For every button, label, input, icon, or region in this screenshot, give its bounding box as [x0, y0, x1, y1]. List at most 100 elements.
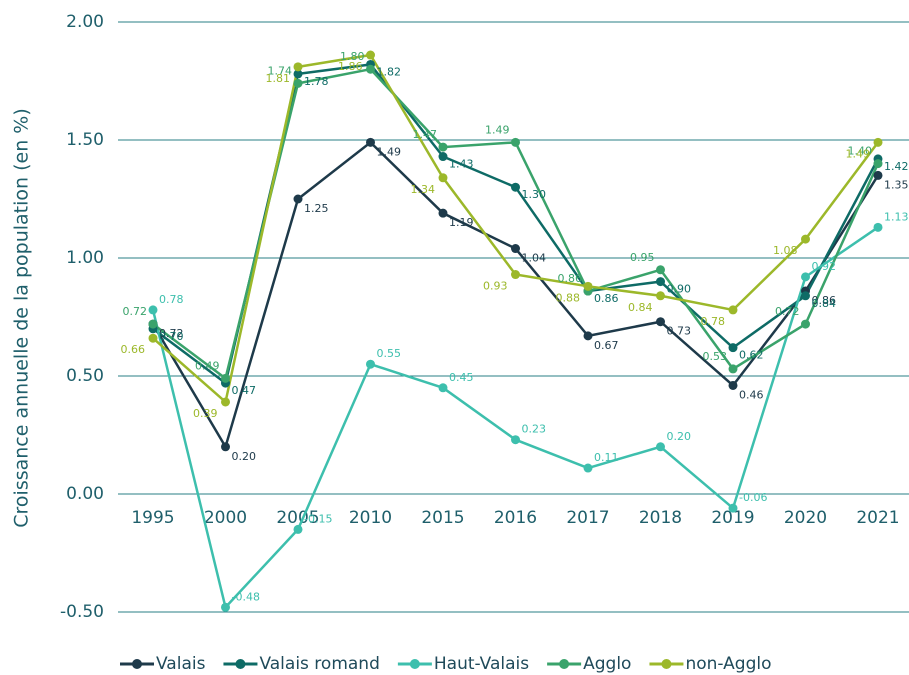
- legend-item: Agglo: [547, 654, 631, 674]
- data-label: 0.20: [667, 430, 692, 443]
- x-tick-label: 2017: [566, 508, 609, 528]
- data-point: [438, 208, 448, 218]
- data-point: [293, 62, 303, 72]
- data-point: [438, 142, 448, 152]
- data-label: 0.62: [739, 349, 764, 362]
- data-label: 1.40: [848, 145, 873, 158]
- y-tick-label: 1.00: [66, 248, 104, 268]
- data-label: 1.08: [773, 244, 798, 257]
- data-label: 0.45: [449, 371, 474, 384]
- series-line: [151, 226, 879, 610]
- data-point: [293, 194, 303, 204]
- x-tick-label: 2015: [421, 508, 464, 528]
- data-point: [293, 69, 303, 79]
- data-point: [728, 380, 738, 390]
- data-label: 0.72: [775, 305, 800, 318]
- data-label: 0.90: [667, 283, 692, 296]
- y-axis-label: Croissance annuelle de la population (en…: [11, 108, 33, 528]
- data-label: 0.73: [667, 325, 692, 338]
- data-label: 0.49: [195, 359, 220, 372]
- data-point: [873, 222, 883, 232]
- data-label: 1.82: [377, 65, 402, 78]
- legend-label: non-Agglo: [685, 654, 771, 674]
- data-label: 1.86: [338, 60, 363, 73]
- data-point: [873, 137, 883, 147]
- data-label: 0.47: [232, 384, 257, 397]
- legend-label: Haut-Valais: [434, 654, 529, 674]
- data-point: [511, 435, 520, 445]
- data-point: [801, 319, 810, 329]
- data-label: 0.66: [121, 343, 146, 356]
- legend-swatch-dot: [409, 659, 420, 669]
- y-tick-label: 1.50: [66, 130, 104, 150]
- data-point: [293, 524, 303, 534]
- data-label: 0.84: [628, 301, 653, 314]
- data-label: 1.81: [266, 72, 291, 85]
- data-point: [728, 503, 738, 513]
- data-point: [656, 442, 665, 452]
- data-label: 0.67: [594, 339, 619, 352]
- data-point: [511, 182, 520, 192]
- data-label: 0.46: [739, 388, 764, 401]
- data-point: [366, 64, 375, 74]
- data-label: 0.23: [522, 423, 547, 436]
- data-point: [366, 137, 375, 147]
- y-tick-label: 0.50: [66, 366, 104, 386]
- legend-label: Valais romand: [259, 654, 379, 674]
- data-label: 0.72: [159, 327, 184, 340]
- data-point: [148, 333, 158, 343]
- data-label: 1.13: [884, 210, 909, 223]
- data-label: 0.86: [558, 272, 583, 285]
- data-point: [438, 383, 448, 393]
- data-label: 0.95: [630, 251, 655, 264]
- series-line: [152, 63, 880, 386]
- data-point: [728, 364, 738, 374]
- x-tick-label: 1995: [131, 508, 174, 528]
- data-label: 1.34: [411, 183, 436, 196]
- legend-label: Valais: [156, 654, 206, 674]
- data-point: [656, 291, 665, 301]
- data-point: [728, 305, 738, 315]
- data-label: 0.72: [123, 305, 148, 318]
- x-tick-label: 2018: [639, 508, 682, 528]
- data-point: [293, 78, 303, 88]
- data-point: [221, 397, 230, 407]
- data-label: 0.20: [232, 450, 257, 463]
- data-label: 0.78: [159, 293, 184, 306]
- data-label: 0.11: [594, 451, 619, 464]
- data-point: [511, 244, 520, 254]
- data-point: [873, 170, 883, 180]
- legend-swatch-dot: [235, 659, 246, 669]
- data-label: 1.49: [377, 145, 402, 158]
- legend-label: Agglo: [583, 654, 631, 674]
- x-tick-label: 2021: [856, 508, 899, 528]
- y-tick-label: 0.00: [66, 484, 104, 504]
- data-label: 1.19: [449, 216, 474, 229]
- data-point: [221, 602, 230, 612]
- data-point: [511, 270, 520, 280]
- data-point: [583, 463, 593, 473]
- data-label: 0.39: [193, 407, 218, 420]
- data-point: [366, 359, 375, 369]
- data-label: 0.86: [594, 292, 619, 305]
- legend-item: Valais romand: [223, 654, 380, 674]
- legend-item: non-Agglo: [649, 654, 772, 674]
- x-tick-label: 2000: [204, 508, 247, 528]
- y-tick-label: -0.50: [60, 602, 104, 622]
- data-label: 0.84: [812, 297, 837, 310]
- data-point: [583, 281, 593, 291]
- data-label: -0.15: [304, 512, 332, 525]
- data-label: 0.70: [159, 330, 184, 343]
- data-label: 0.86: [812, 294, 837, 307]
- data-point: [438, 173, 448, 183]
- data-point: [366, 50, 375, 60]
- data-label: 0.92: [812, 260, 837, 273]
- data-label: 1.49: [485, 123, 510, 136]
- data-label: 1.49: [846, 147, 871, 160]
- data-label: 0.93: [483, 280, 508, 293]
- data-label: 1.35: [884, 178, 909, 191]
- data-point: [221, 373, 230, 383]
- data-point: [801, 291, 810, 301]
- data-label: -0.48: [232, 590, 260, 603]
